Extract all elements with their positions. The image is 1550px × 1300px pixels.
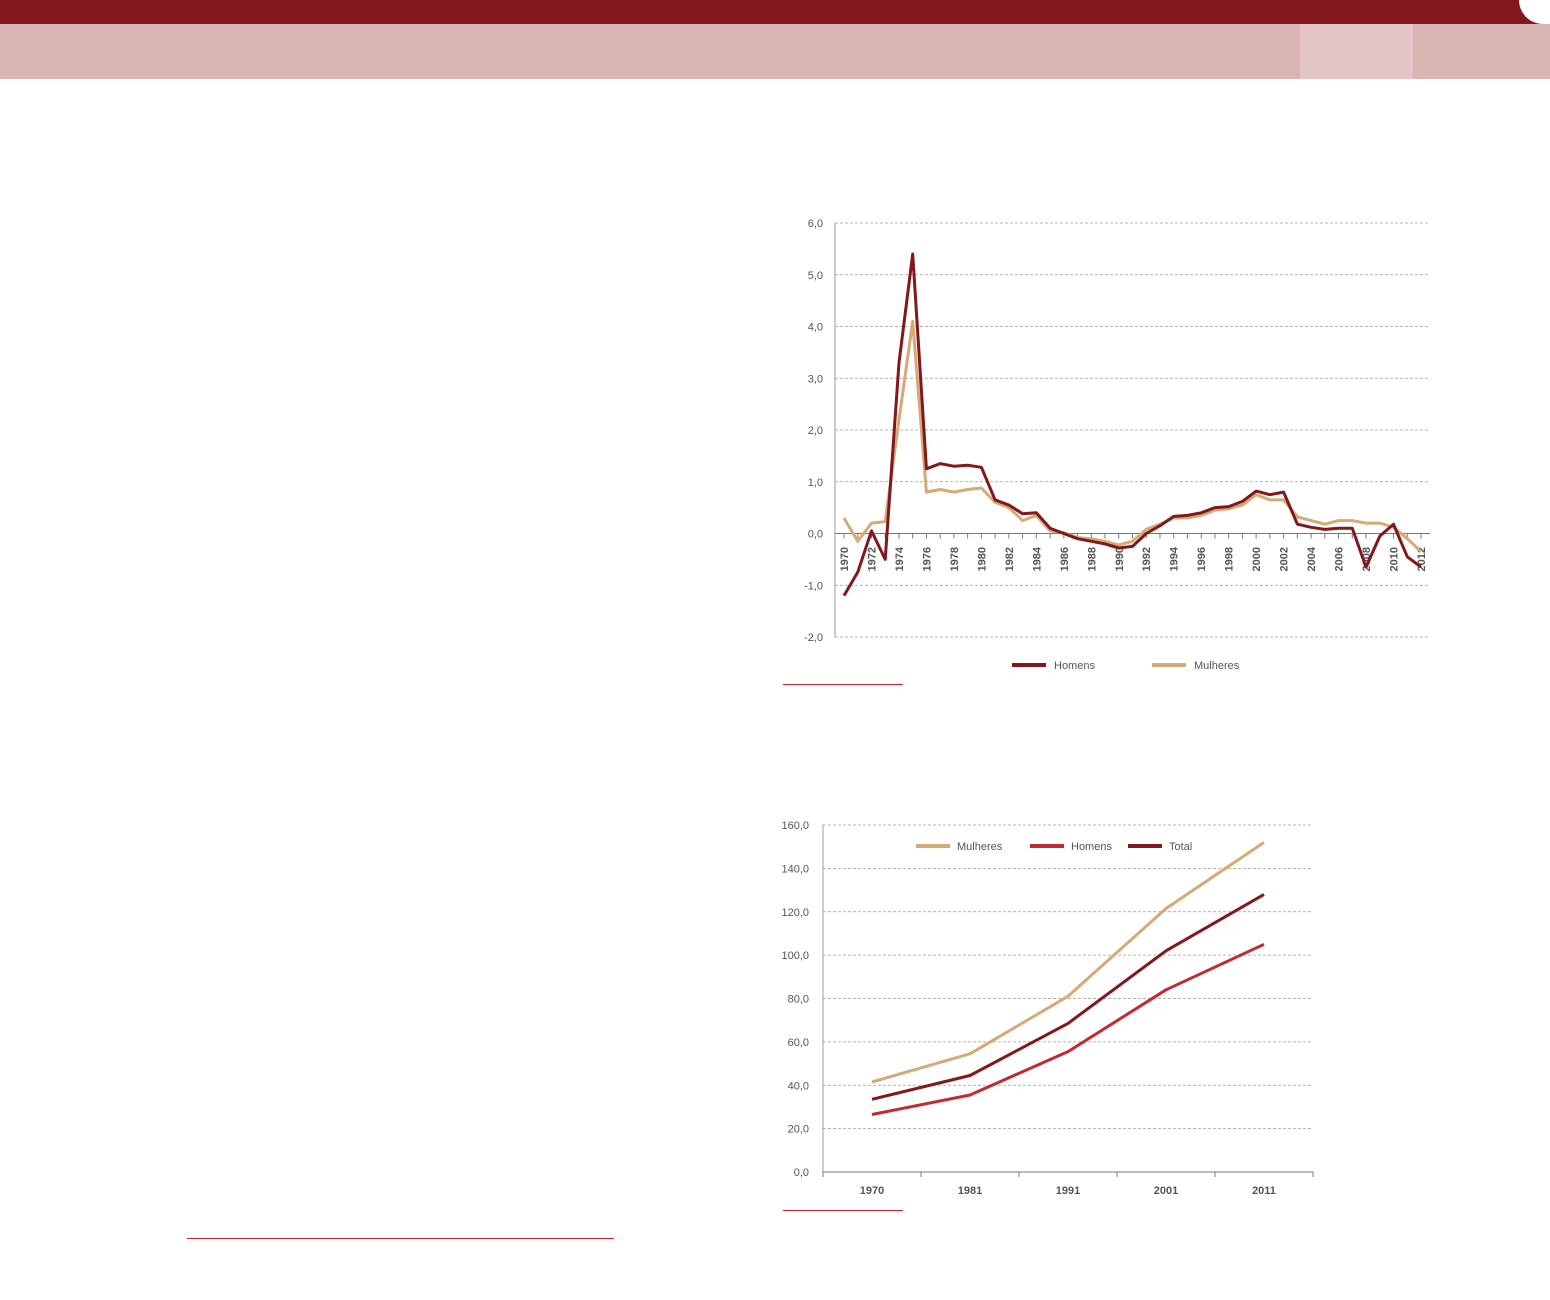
y-tick-label: 2,0 (808, 425, 823, 437)
x-tick-label: 1970 (839, 547, 851, 571)
x-tick-label: 2010 (1389, 547, 1401, 571)
line-chart-mulheres-homens-total: 0,0 20,0 40,0 60,0 80,0 100,0 120,0 140,0 160,0 1… (781, 820, 1314, 1197)
legend-label-homens: Homens (1054, 660, 1095, 672)
header-subbar (0, 24, 1550, 79)
x-tick-label: 2002 (1279, 547, 1291, 571)
series-line-mulheres (871, 841, 1265, 1084)
x-tick-label: 1980 (976, 547, 988, 571)
y-tick-label: 0,0 (794, 1167, 809, 1179)
x-tick-label: 1991 (1056, 1185, 1080, 1197)
series-line-homens (871, 942, 1265, 1116)
x-tick-label: 1994 (1169, 546, 1181, 571)
y-tick-label: -1,0 (804, 580, 823, 592)
x-tick-label: 1988 (1086, 547, 1098, 571)
x-tick-label: 1978 (949, 547, 961, 571)
y-tick-label: 4,0 (808, 322, 823, 334)
legend-label-mulheres: Mulheres (1194, 660, 1240, 672)
legend-label-total: Total (1169, 841, 1192, 853)
x-tick-label: 2006 (1334, 547, 1346, 571)
source-rule-2 (783, 1210, 903, 1211)
y-tick-label: 60,0 (788, 1037, 809, 1049)
x-tick-label: 1996 (1196, 547, 1208, 571)
y-tick-label: 40,0 (788, 1080, 809, 1092)
y-tick-label: 80,0 (788, 994, 809, 1006)
legend-label-mulheres: Mulheres (957, 841, 1003, 853)
x-tick-label: 1986 (1059, 547, 1071, 571)
legend-label-homens: Homens (1071, 841, 1112, 853)
y-tick-label: 1,0 (808, 477, 823, 489)
series-line-total (871, 893, 1265, 1101)
x-tick-label: 1982 (1004, 547, 1016, 571)
footnote-rule (187, 1238, 614, 1239)
x-tick-label: 1981 (958, 1185, 982, 1197)
y-tick-label: 160,0 (781, 820, 809, 832)
x-tick-label: 2004 (1306, 546, 1318, 571)
x-tick-label: 1990 (1114, 547, 1126, 571)
y-tick-label: 20,0 (788, 1124, 809, 1136)
x-tick-label: 1976 (921, 547, 933, 571)
y-tick-label: 0,0 (808, 529, 823, 541)
y-tick-label: 5,0 (808, 270, 823, 282)
series-line-mulheres (842, 319, 1423, 553)
y-tick-label: 120,0 (781, 907, 809, 919)
x-tick-label: 1970 (860, 1185, 884, 1197)
x-tick-label: 2001 (1154, 1185, 1178, 1197)
source-rule-1 (783, 684, 903, 685)
x-tick-label: 1998 (1224, 547, 1236, 571)
y-tick-label: 100,0 (781, 950, 809, 962)
y-tick-label: 6,0 (808, 218, 823, 230)
x-tick-label: 1984 (1031, 546, 1043, 571)
x-tick-label: 1974 (894, 546, 906, 571)
x-tick-label: 2012 (1416, 547, 1428, 571)
header-tab-block (1300, 24, 1413, 79)
y-tick-label: -2,0 (804, 632, 823, 644)
y-tick-label: 140,0 (781, 863, 809, 875)
x-tick-label: 2011 (1252, 1185, 1276, 1197)
y-tick-label: 3,0 (808, 373, 823, 385)
x-tick-label: 1972 (866, 547, 878, 571)
line-chart-homens-mulheres: -2,0 -1,0 0,0 1,0 2,0 3,0 4,0 5,0 6,0 1970 1972 197… (804, 218, 1430, 672)
x-tick-label: 2000 (1251, 547, 1263, 571)
header-bar (0, 0, 1550, 24)
series-line-homens (842, 252, 1422, 597)
x-tick-label: 1992 (1141, 547, 1153, 571)
